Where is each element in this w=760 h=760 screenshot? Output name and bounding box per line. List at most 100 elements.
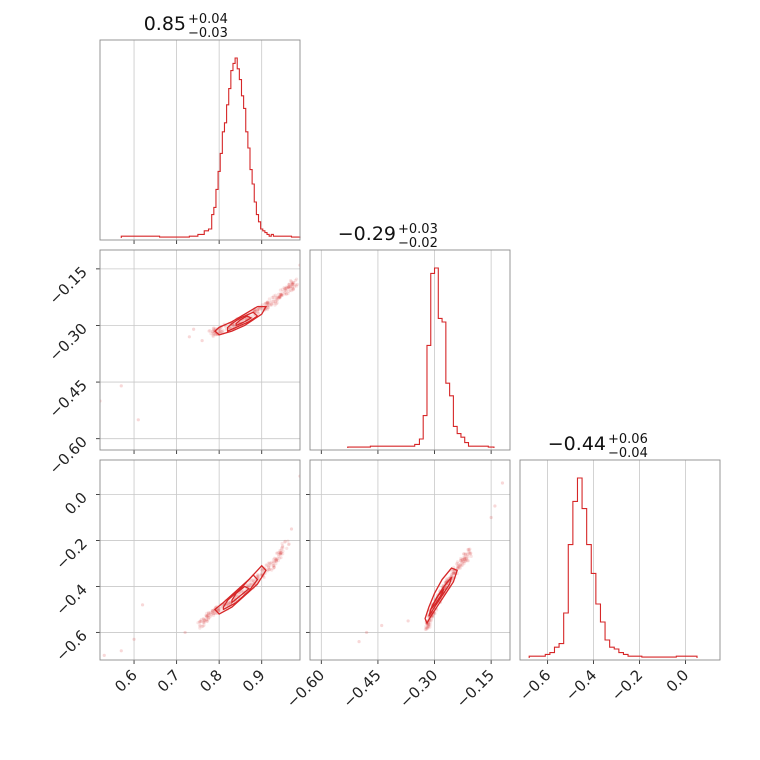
sample-point bbox=[211, 609, 215, 613]
sample-point bbox=[269, 302, 273, 307]
panel-title-plus: +0.03 bbox=[398, 222, 438, 237]
panel-frame bbox=[519, 459, 721, 661]
sample-point bbox=[273, 300, 278, 304]
panel-title-plus: +0.04 bbox=[188, 12, 228, 27]
sample-point bbox=[271, 558, 276, 562]
sample-point bbox=[218, 329, 222, 334]
sample-point bbox=[459, 559, 463, 563]
sample-point bbox=[465, 559, 469, 563]
sample-point bbox=[265, 304, 270, 308]
sample-point bbox=[450, 574, 455, 578]
sample-point bbox=[218, 328, 222, 332]
sample-point bbox=[468, 552, 473, 556]
sample-point bbox=[208, 611, 212, 615]
sample-point bbox=[456, 564, 460, 569]
sample-point bbox=[286, 542, 291, 547]
sample-point bbox=[206, 613, 210, 617]
sample-point bbox=[220, 330, 224, 334]
histogram-1 bbox=[347, 267, 495, 448]
sample-point bbox=[284, 285, 289, 289]
sample-point bbox=[460, 561, 464, 565]
sample-point bbox=[279, 292, 284, 296]
sample-point bbox=[250, 578, 254, 583]
outlier-point bbox=[489, 515, 493, 520]
sample-point bbox=[259, 571, 264, 575]
sample-point bbox=[202, 619, 206, 623]
sample-point bbox=[279, 551, 283, 555]
sample-point bbox=[277, 292, 281, 296]
sample-point bbox=[465, 556, 469, 560]
sample-point bbox=[466, 555, 470, 559]
sample-point bbox=[273, 299, 277, 303]
sample-point bbox=[274, 558, 278, 562]
sample-point bbox=[216, 607, 220, 611]
sample-point bbox=[279, 555, 283, 560]
sample-point bbox=[206, 617, 211, 621]
sample-point bbox=[274, 302, 278, 306]
sample-point bbox=[198, 619, 202, 623]
sample-point bbox=[204, 613, 208, 618]
sample-point bbox=[209, 332, 213, 336]
sample-point bbox=[207, 612, 211, 616]
sample-point bbox=[212, 612, 216, 616]
sample-point bbox=[259, 573, 263, 577]
sample-point bbox=[257, 307, 261, 311]
sample-point bbox=[213, 611, 217, 615]
panel-2-2: −0.44 +0.06−0.04 −0.6 −0.4 −0.2 0.0 bbox=[516, 432, 721, 705]
sample-point bbox=[217, 609, 221, 613]
sample-point bbox=[256, 311, 260, 315]
sample-point bbox=[282, 286, 286, 290]
sample-point bbox=[211, 332, 215, 336]
sample-point bbox=[283, 540, 287, 544]
sample-point bbox=[264, 563, 268, 567]
sample-point bbox=[427, 622, 431, 627]
sample-point bbox=[283, 288, 287, 292]
sample-point bbox=[248, 581, 252, 585]
sample-point bbox=[248, 583, 252, 587]
sample-point bbox=[205, 619, 210, 623]
sample-point bbox=[279, 294, 284, 298]
sample-point bbox=[221, 328, 225, 332]
sample-point bbox=[451, 576, 455, 580]
sample-point bbox=[256, 309, 260, 314]
sample-point bbox=[272, 294, 276, 298]
x-tick-label: 0.8 bbox=[196, 666, 226, 696]
sample-point bbox=[268, 562, 272, 566]
x-tick-label: 0.7 bbox=[154, 666, 184, 696]
sample-point bbox=[273, 303, 277, 307]
sample-point bbox=[290, 285, 294, 289]
sample-point bbox=[275, 298, 279, 303]
sample-point bbox=[290, 282, 295, 287]
sample-point bbox=[204, 618, 209, 622]
sample-point bbox=[457, 565, 461, 569]
sample-point bbox=[281, 552, 285, 556]
outlier-point bbox=[119, 649, 123, 653]
sample-point bbox=[260, 303, 264, 307]
sample-point bbox=[265, 563, 269, 567]
sample-point bbox=[199, 619, 203, 623]
sample-point bbox=[281, 293, 285, 297]
sample-point bbox=[264, 301, 268, 305]
sample-point bbox=[270, 295, 274, 300]
sample-point bbox=[239, 591, 243, 595]
sample-point bbox=[266, 304, 270, 308]
sample-point bbox=[426, 626, 430, 630]
sample-point bbox=[272, 560, 276, 564]
sample-point bbox=[210, 330, 215, 334]
sample-point bbox=[211, 327, 215, 331]
sample-point bbox=[263, 302, 267, 306]
panel-frame bbox=[99, 249, 301, 451]
sample-point bbox=[247, 584, 251, 588]
sample-point bbox=[245, 316, 249, 320]
sample-point bbox=[293, 285, 297, 289]
sample-point bbox=[213, 611, 217, 616]
sample-point bbox=[252, 579, 256, 583]
outlier-point bbox=[136, 418, 140, 422]
y-tick-label: 0.0 bbox=[61, 489, 91, 519]
sample-point bbox=[226, 602, 230, 606]
sample-point bbox=[285, 286, 289, 290]
sample-point bbox=[200, 625, 204, 629]
sample-point bbox=[284, 289, 289, 293]
sample-point bbox=[469, 554, 473, 558]
sample-point bbox=[279, 551, 283, 555]
